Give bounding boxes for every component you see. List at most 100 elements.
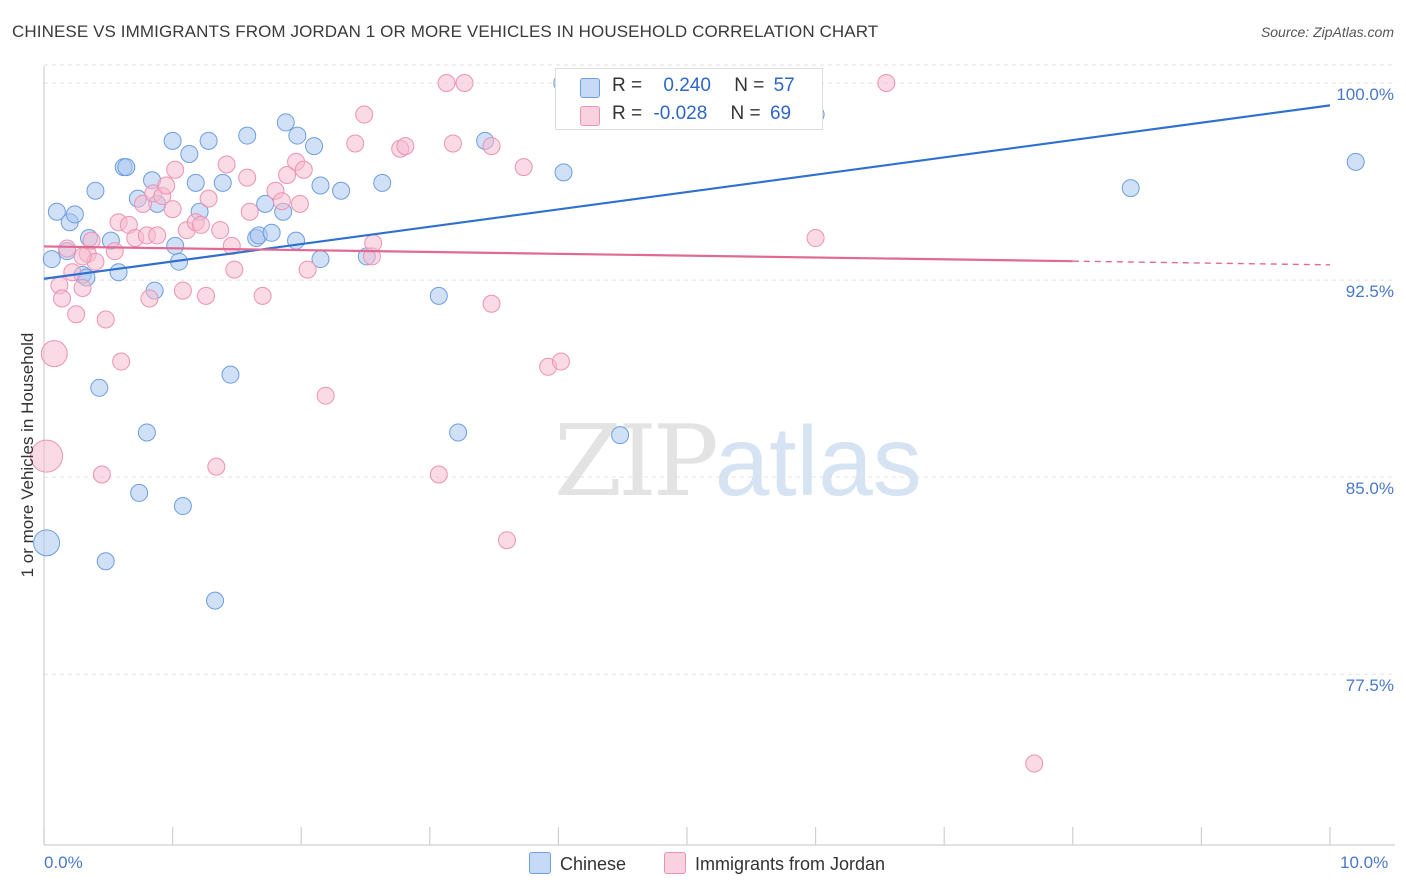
jordan-point (58, 239, 77, 258)
jordan-point (96, 310, 115, 329)
jordan-point (437, 74, 456, 93)
chinese-point (206, 591, 225, 610)
chinese-legend-swatch (529, 852, 551, 874)
chinese-point (429, 286, 448, 305)
chinese-point (130, 483, 149, 502)
jordan-point (396, 137, 415, 156)
jordan-point (364, 234, 383, 253)
chinese-point (288, 126, 307, 145)
y-tick-label: 92.5% (1345, 282, 1394, 302)
gridlines (44, 64, 1395, 675)
chart-title: CHINESE VS IMMIGRANTS FROM JORDAN 1 OR M… (12, 22, 879, 41)
jordan-point (92, 465, 111, 484)
chinese-point (47, 202, 66, 221)
jordan-point (482, 137, 501, 156)
legend-r-value-jordan: -0.028 (653, 103, 708, 124)
jordan-point (253, 286, 272, 305)
chinese-point (109, 263, 128, 282)
trend-lines (43, 104, 1331, 280)
jordan-point (140, 289, 159, 308)
jordan-point (197, 286, 216, 305)
jordan-point (316, 386, 335, 405)
jordan-point (240, 202, 259, 221)
jordan-point (73, 247, 92, 266)
jordan-point (112, 352, 131, 371)
legend-r-label: R = (612, 103, 643, 124)
legend-n-label: N = (730, 103, 761, 124)
jordan-point (207, 457, 226, 476)
chinese-swatch (580, 78, 600, 98)
chinese-point (42, 250, 61, 269)
jordan-point (199, 189, 218, 208)
jordan-point (355, 105, 374, 124)
jordan-point (806, 229, 825, 248)
chinese-point (163, 131, 182, 150)
legend-label-chinese: Chinese (560, 854, 627, 874)
legend-label-jordan: Immigrants from Jordan (695, 854, 886, 874)
chinese-point (65, 205, 84, 224)
y-tick-label: 85.0% (1345, 479, 1394, 499)
jordan-point (163, 200, 182, 219)
jordan-point (73, 278, 92, 297)
jordan-point (173, 281, 192, 300)
jordan-point (191, 215, 210, 234)
chinese-point (213, 173, 232, 192)
source-label: Source: ZipAtlas.com (1260, 24, 1394, 40)
jordan-swatch (580, 106, 600, 126)
chinese-point (1346, 152, 1365, 171)
jordan-point (148, 226, 167, 245)
jordan-point (217, 155, 236, 174)
jordan-point (40, 340, 68, 368)
jordan-point (30, 439, 64, 473)
chinese-point (276, 113, 295, 132)
zipatlas-watermark: ZIPatlas (554, 405, 922, 519)
chinese-point (173, 497, 192, 516)
y-axis-label: 1 or more Vehicles in Household (18, 332, 37, 578)
chinese-point (373, 173, 392, 192)
jordan-point (346, 134, 365, 153)
jordan-point (497, 531, 516, 550)
legend-r-value-chinese: 0.240 (663, 75, 711, 96)
chinese-point (221, 365, 240, 384)
jordan-point (105, 242, 124, 261)
chinese-point (611, 426, 630, 445)
jordan-trend-line (43, 245, 1073, 263)
jordan-point (225, 260, 244, 279)
legend-n-value-jordan: 69 (769, 103, 792, 124)
jordan-point (82, 231, 101, 250)
jordan-point (67, 305, 86, 324)
legend-item-chinese[interactable]: Chinese (529, 852, 626, 875)
x-tick-label: 10.0% (1340, 853, 1389, 872)
chinese-point (33, 529, 61, 557)
legend-n-value-chinese: 57 (773, 75, 795, 96)
jordan-point (63, 263, 82, 282)
chinese-point (262, 223, 281, 242)
jordan-point (551, 352, 570, 371)
jordan-point (53, 289, 72, 308)
jordan-point (443, 134, 462, 153)
chinese-point (305, 137, 324, 156)
chinese-point (166, 236, 185, 255)
chinese-point (332, 181, 351, 200)
jordan-point (211, 221, 230, 240)
jordan-point (877, 74, 896, 93)
jordan-point (278, 165, 297, 184)
scatter-points (30, 74, 1365, 773)
jordan-point (455, 74, 474, 93)
legend-n-label: N = (734, 75, 765, 96)
chinese-point (199, 131, 218, 150)
jordan-point (294, 160, 313, 179)
chinese-point (96, 552, 115, 571)
legend-r-label: R = (612, 75, 643, 96)
jordan-point (238, 168, 257, 187)
chinese-point (554, 163, 573, 182)
legend-item-jordan[interactable]: Immigrants from Jordan (664, 852, 885, 875)
jordan-point (290, 194, 309, 213)
chinese-point (311, 176, 330, 195)
legend-row-jordan: R = -0.028 N = 69 (580, 103, 792, 126)
jordan-point (157, 176, 176, 195)
chinese-point (117, 158, 136, 177)
jordan-point (429, 465, 448, 484)
series-legend: Chinese Immigrants from Jordan (0, 852, 1406, 878)
chinese-point (186, 173, 205, 192)
